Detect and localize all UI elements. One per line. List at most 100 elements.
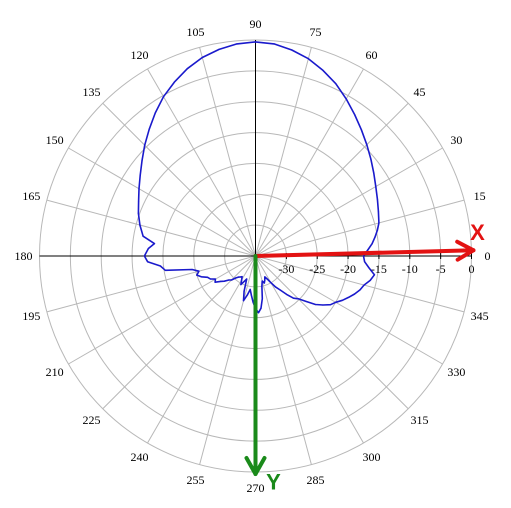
- pattern-point: [219, 280, 222, 282]
- pattern-point: [257, 312, 260, 314]
- pattern-point: [270, 282, 272, 284]
- pattern-point: [143, 255, 146, 257]
- pattern-point: [260, 307, 262, 309]
- pattern-point: [201, 56, 203, 59]
- pattern-point: [375, 185, 377, 188]
- angle-tick-label: 120: [131, 48, 149, 62]
- angle-tick-label: 210: [46, 365, 64, 379]
- grid-spoke: [102, 255, 256, 410]
- angle-labels: 0 15 30 45 60 75 90 105 120 135 150 165 180 195 210 225…: [15, 17, 491, 495]
- pattern-point: [261, 298, 263, 300]
- grid-spoke: [255, 255, 364, 444]
- pattern-point: [376, 198, 379, 200]
- pattern-point: [360, 129, 363, 131]
- pattern-point: [164, 269, 166, 271]
- pattern-point: [196, 274, 198, 276]
- pattern-point: [153, 242, 156, 245]
- pattern-point: [374, 236, 376, 238]
- radial-tick-label: 0: [469, 262, 475, 276]
- radial-tick-label: -25: [309, 262, 325, 276]
- pattern-point: [198, 270, 200, 272]
- pattern-point: [369, 279, 371, 281]
- pattern-point: [322, 304, 324, 306]
- angle-tick-label: 180: [15, 249, 33, 263]
- grid-spoke: [255, 255, 465, 313]
- grid-spoke: [102, 102, 256, 257]
- pattern-point: [341, 299, 343, 301]
- angle-tick-label: 195: [22, 309, 40, 323]
- pattern-point: [243, 280, 245, 282]
- pattern-point: [228, 279, 230, 281]
- grid-spoke: [68, 255, 256, 365]
- pattern-point: [368, 267, 370, 269]
- pattern-point: [252, 301, 254, 303]
- pattern-point: [273, 43, 275, 45]
- grid-spoke: [255, 147, 443, 257]
- pattern-point: [249, 288, 251, 291]
- pattern-point: [297, 298, 299, 300]
- pattern-point: [246, 294, 248, 296]
- angle-tick-label: 240: [131, 450, 149, 464]
- angle-tick-label: 60: [366, 48, 378, 62]
- pattern-point: [241, 279, 243, 281]
- pattern-point: [139, 174, 141, 176]
- series-group: [137, 41, 380, 314]
- angle-tick-label: 315: [411, 413, 429, 427]
- grid-spoke: [46, 199, 256, 257]
- angle-tick-label: 45: [414, 85, 426, 99]
- angle-tick-label: 285: [307, 473, 325, 487]
- radial-labels: -30 -25 -20 -15 -10 -5 0: [278, 262, 474, 276]
- pattern-point: [240, 283, 242, 286]
- pattern-point: [373, 172, 375, 174]
- pattern-point: [254, 41, 257, 43]
- radial-tick-label: -10: [402, 262, 418, 276]
- pattern-point: [307, 58, 309, 60]
- pattern-point: [137, 212, 139, 214]
- angle-tick-label: 330: [447, 365, 465, 379]
- angle-tick-label: 345: [471, 309, 489, 323]
- angle-tick-label: 30: [450, 133, 462, 147]
- angle-tick-label: 225: [82, 413, 100, 427]
- grid-spoke: [255, 255, 312, 465]
- pattern-point: [209, 278, 212, 280]
- pattern-point: [354, 113, 356, 116]
- pattern-point: [275, 286, 277, 288]
- pattern-point: [147, 261, 149, 263]
- pattern-point: [305, 300, 307, 303]
- pattern-point: [291, 49, 293, 51]
- grid-spoke: [255, 255, 443, 365]
- pattern-point: [322, 69, 324, 72]
- pattern-point: [236, 43, 238, 45]
- pattern-point: [206, 276, 209, 278]
- axis-arrow-head: [455, 239, 476, 262]
- pattern-point: [292, 297, 295, 299]
- pattern-point: [141, 160, 143, 162]
- pattern-point: [138, 200, 140, 203]
- grid-spoke: [255, 255, 409, 410]
- pattern-point: [264, 276, 266, 278]
- pattern-point: [373, 274, 375, 276]
- pattern-point: [235, 277, 237, 279]
- pattern-point: [246, 278, 248, 280]
- axis-arrow-label: X: [470, 220, 485, 245]
- angle-tick-label: 300: [363, 450, 381, 464]
- pattern-point: [335, 301, 337, 303]
- pattern-point: [144, 144, 146, 146]
- axis-arrow-shaft: [253, 248, 476, 258]
- pattern-point: [263, 282, 265, 284]
- radial-tick-label: -5: [436, 262, 446, 276]
- grid-spoke: [255, 68, 364, 257]
- pattern-point: [314, 303, 317, 306]
- pattern-point: [376, 229, 379, 231]
- pattern-point: [370, 158, 372, 160]
- grid-spoke: [255, 199, 465, 257]
- pattern-point: [138, 188, 140, 190]
- grid-spoke: [255, 47, 312, 257]
- grid-spoke: [147, 255, 256, 444]
- pattern-point: [214, 281, 216, 283]
- pattern-point: [359, 289, 361, 291]
- axis-arrows: XY: [244, 220, 485, 495]
- pattern-point: [223, 280, 225, 282]
- angle-tick-label: 270: [247, 481, 265, 495]
